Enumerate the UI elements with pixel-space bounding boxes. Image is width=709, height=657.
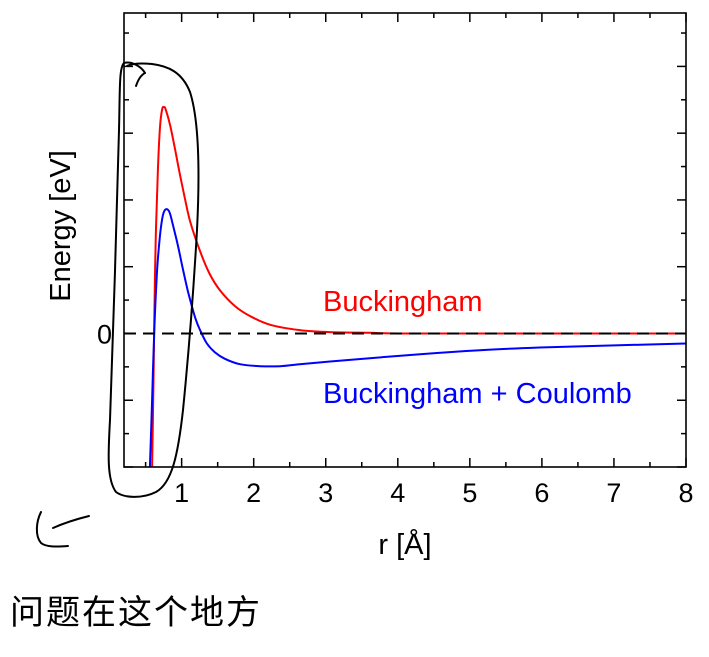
x-tick-labels: 1 2 3 4 5 6 7 8 (174, 478, 693, 508)
y-tick-labels: 0 (97, 319, 112, 349)
series-line-buckingham-coulomb (148, 208, 686, 467)
handwritten-note: 问题在这个地方 (10, 593, 262, 633)
handwritten-slash-mark (52, 515, 90, 529)
legend-label-buckingham: Buckingham (323, 286, 483, 318)
handwritten-circle (107, 61, 200, 498)
x-tick-label: 6 (534, 478, 549, 508)
x-tick-label: 7 (606, 478, 621, 508)
handwritten-corner-mark (35, 511, 69, 548)
y-tick-label: 0 (97, 319, 112, 349)
x-tick-label: 3 (318, 478, 333, 508)
handwritten-hook (135, 72, 146, 87)
handwritten-markup (35, 61, 200, 548)
plot-background (124, 13, 686, 467)
y-axis-label: Energy [eV] (45, 150, 77, 302)
x-tick-label: 2 (246, 478, 261, 508)
x-tick-label: 8 (678, 478, 693, 508)
x-tick-label: 4 (390, 478, 405, 508)
plot-frame (123, 12, 687, 468)
x-tick-label: 1 (174, 478, 189, 508)
legend-label-buckingham-coulomb: Buckingham + Coulomb (323, 378, 632, 410)
x-axis-label: r [Å] (378, 528, 431, 561)
x-tick-label: 5 (462, 478, 477, 508)
